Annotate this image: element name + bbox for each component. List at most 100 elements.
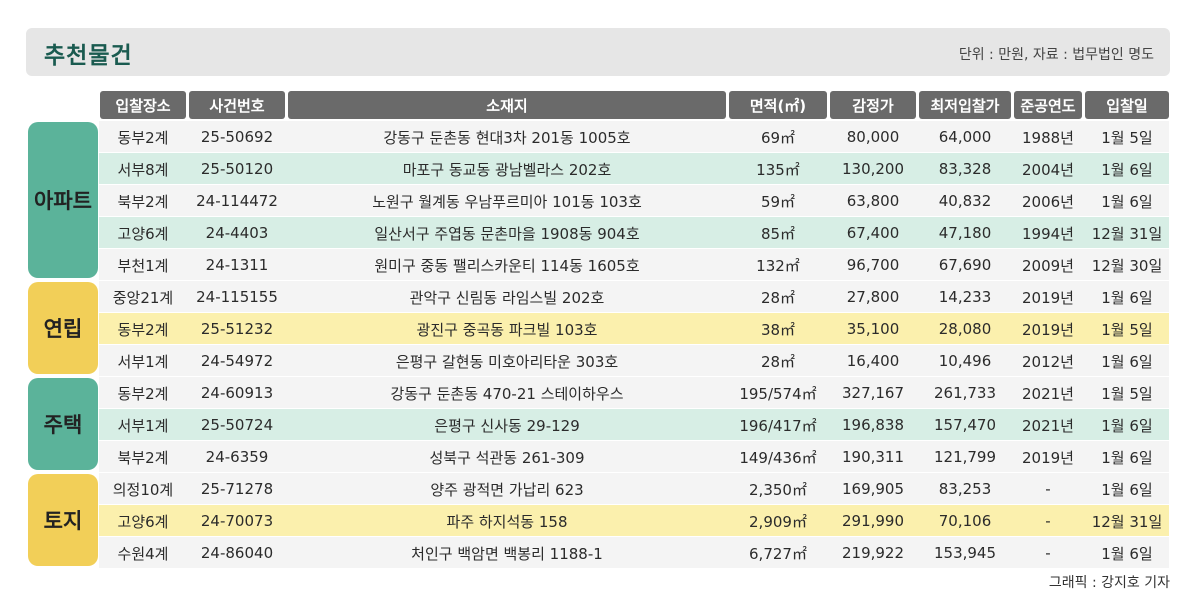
header-area: 면적(㎡) xyxy=(729,91,827,119)
graphic-credit: 그래픽 : 강지호 기자 xyxy=(1048,575,1170,591)
header-court: 입찰장소 xyxy=(100,91,186,119)
header-address: 소재지 xyxy=(288,91,726,119)
cell-address: 일산서구 주엽동 문촌마을 1908동 904호 xyxy=(374,224,640,243)
title-bar: 추천물건 단위 : 만원, 자료 : 법무법인 명도 xyxy=(26,28,1170,76)
cell-court: 부천1계 xyxy=(117,256,169,275)
category-label: 주택 xyxy=(28,378,98,470)
table-row xyxy=(99,409,1169,441)
row-divider xyxy=(99,344,1169,345)
cell-area: 59㎡ xyxy=(760,192,796,211)
cell-appraisal: 96,700 xyxy=(846,256,900,274)
cell-case: 24-60913 xyxy=(200,384,274,402)
cell-min-bid: 121,799 xyxy=(933,448,997,466)
row-divider xyxy=(99,280,1169,281)
table-row xyxy=(99,281,1169,313)
cell-court: 수원4계 xyxy=(117,544,169,563)
cell-year: - xyxy=(1045,512,1051,530)
cell-min-bid: 157,470 xyxy=(933,416,997,434)
row-divider xyxy=(99,216,1169,217)
cell-min-bid: 47,180 xyxy=(938,224,992,242)
header-bid-date: 입찰일 xyxy=(1085,91,1169,119)
cell-court: 서부8계 xyxy=(117,160,169,179)
cell-year: 2019년 xyxy=(1022,448,1074,467)
cell-min-bid: 70,106 xyxy=(938,512,992,530)
cell-date: 1월 5일 xyxy=(1101,128,1153,147)
table-row xyxy=(99,345,1169,377)
row-divider xyxy=(99,408,1169,409)
cell-year: 2021년 xyxy=(1022,384,1074,403)
cell-case: 24-4403 xyxy=(205,224,269,242)
row-divider xyxy=(99,472,1169,473)
cell-area: 135㎡ xyxy=(756,160,800,179)
cell-year: 2006년 xyxy=(1022,192,1074,211)
cell-year: 2021년 xyxy=(1022,416,1074,435)
cell-year: 1994년 xyxy=(1022,224,1074,243)
cell-area: 38㎡ xyxy=(760,320,796,339)
table-row xyxy=(99,441,1169,473)
cell-court: 동부2계 xyxy=(117,384,169,403)
cell-min-bid: 28,080 xyxy=(938,320,992,338)
cell-appraisal: 291,990 xyxy=(841,512,905,530)
cell-court: 서부1계 xyxy=(117,416,169,435)
cell-area: 2,909㎡ xyxy=(749,512,807,531)
cell-min-bid: 261,733 xyxy=(933,384,997,402)
cell-date: 1월 6일 xyxy=(1101,352,1153,371)
table-row xyxy=(99,185,1169,217)
cell-date: 1월 6일 xyxy=(1101,288,1153,307)
row-divider xyxy=(99,568,1169,569)
cell-area: 149/436㎡ xyxy=(739,448,817,467)
cell-date: 1월 6일 xyxy=(1101,448,1153,467)
unit-source-note: 단위 : 만원, 자료 : 법무법인 명도 xyxy=(958,47,1154,63)
header-appraisal: 감정가 xyxy=(830,91,916,119)
table-row xyxy=(99,153,1169,185)
cell-court: 북부2계 xyxy=(117,192,169,211)
cell-appraisal: 169,905 xyxy=(841,480,905,498)
cell-appraisal: 67,400 xyxy=(846,224,900,242)
cell-court: 동부2계 xyxy=(117,128,169,147)
cell-case: 24-114472 xyxy=(196,192,278,210)
cell-min-bid: 153,945 xyxy=(933,544,997,562)
cell-address: 파주 하지석동 158 xyxy=(446,512,568,531)
cell-appraisal: 219,922 xyxy=(841,544,905,562)
cell-date: 1월 6일 xyxy=(1101,480,1153,499)
header-min-bid: 최저입찰가 xyxy=(919,91,1011,119)
cell-case: 24-115155 xyxy=(196,288,278,306)
cell-min-bid: 83,253 xyxy=(938,480,992,498)
cell-address: 광진구 중곡동 파크빌 103호 xyxy=(416,320,598,339)
cell-case: 25-51232 xyxy=(200,320,274,338)
cell-year: 2004년 xyxy=(1022,160,1074,179)
cell-year: - xyxy=(1045,544,1051,562)
cell-min-bid: 40,832 xyxy=(938,192,992,210)
cell-date: 1월 6일 xyxy=(1101,192,1153,211)
cell-appraisal: 27,800 xyxy=(846,288,900,306)
cell-appraisal: 80,000 xyxy=(846,128,900,146)
cell-case: 24-86040 xyxy=(200,544,274,562)
cell-case: 24-54972 xyxy=(200,352,274,370)
cell-year: 1988년 xyxy=(1022,128,1074,147)
category-label: 토지 xyxy=(28,474,98,566)
row-divider xyxy=(99,536,1169,537)
table-row xyxy=(99,121,1169,153)
cell-year: 2019년 xyxy=(1022,288,1074,307)
cell-court: 동부2계 xyxy=(117,320,169,339)
row-divider xyxy=(99,440,1169,441)
row-divider xyxy=(99,152,1169,153)
table-row xyxy=(99,313,1169,345)
cell-date: 12월 31일 xyxy=(1091,512,1163,531)
cell-address: 마포구 동교동 광남벨라스 202호 xyxy=(402,160,612,179)
table-row xyxy=(99,505,1169,537)
cell-date: 1월 6일 xyxy=(1101,544,1153,563)
cell-area: 28㎡ xyxy=(760,288,796,307)
cell-appraisal: 196,838 xyxy=(841,416,905,434)
cell-min-bid: 14,233 xyxy=(938,288,992,306)
row-divider xyxy=(99,184,1169,185)
cell-address: 원미구 중동 팰리스카운티 114동 1605호 xyxy=(374,256,640,275)
table-row xyxy=(99,537,1169,569)
cell-appraisal: 327,167 xyxy=(841,384,905,402)
cell-area: 6,727㎡ xyxy=(749,544,807,563)
category-label: 연립 xyxy=(28,282,98,374)
cell-area: 28㎡ xyxy=(760,352,796,371)
cell-date: 1월 5일 xyxy=(1101,320,1153,339)
cell-date: 12월 30일 xyxy=(1091,256,1163,275)
cell-case: 25-71278 xyxy=(200,480,274,498)
